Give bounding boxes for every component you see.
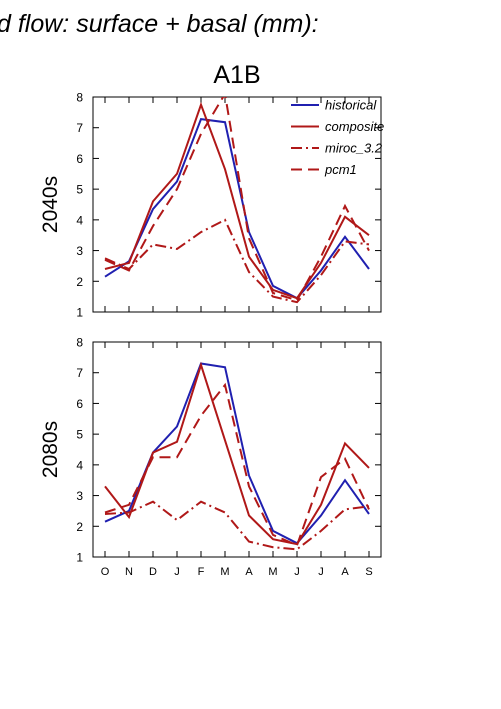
- x-tick-label: J: [294, 566, 300, 578]
- y-tick-label: 2: [76, 275, 83, 289]
- panel-2040s: 1 2 3 4 5 6 7 8 2040s: [39, 91, 382, 320]
- y-tick-label: 4: [76, 213, 83, 227]
- legend-label: pcm1: [324, 162, 357, 177]
- y-tick-label: 7: [76, 121, 83, 135]
- series-line-pcm1: [104, 382, 370, 547]
- series-line-pcm1: [104, 97, 370, 302]
- series-line-miroc-3-2: [104, 218, 370, 304]
- x-tick-label: J: [174, 566, 180, 578]
- series-line-composite: [104, 361, 370, 546]
- y-tick-label: 5: [76, 183, 83, 197]
- series-line-historical: [104, 118, 370, 300]
- x-tick-label: O: [101, 566, 110, 578]
- x-tick-label: A: [341, 566, 349, 578]
- legend-label: historical: [325, 98, 377, 113]
- x-tick-label: M: [268, 566, 277, 578]
- series-line-historical: [104, 362, 370, 545]
- panel-2080s: 1 2 3 4 5 6 7 8 O N D J F M A M J J A S 2080s: [39, 336, 382, 578]
- legend-label: miroc_3.2: [325, 141, 383, 156]
- y-tick-label: 5: [76, 428, 83, 442]
- y-tick-label: 3: [76, 244, 83, 258]
- y-tick-label: 8: [76, 336, 83, 350]
- series-line-miroc-3-2: [104, 500, 370, 551]
- plot-frame: [92, 96, 382, 313]
- y-tick-label: 1: [76, 551, 83, 565]
- scenario-title: A1B: [213, 61, 260, 89]
- row-label: 2040s: [39, 176, 62, 233]
- x-tick-label: D: [149, 566, 157, 578]
- x-tick-label: S: [365, 566, 372, 578]
- y-tick-label: 8: [76, 91, 83, 105]
- x-tick-label: F: [198, 566, 205, 578]
- y-tick-label: 3: [76, 489, 83, 503]
- y-tick-label: 7: [76, 366, 83, 380]
- x-tick-label: J: [318, 566, 324, 578]
- legend-label: composite: [325, 119, 384, 134]
- row-label: 2080s: [39, 421, 62, 478]
- x-tick-label: N: [125, 566, 133, 578]
- plot-frame: [92, 341, 382, 558]
- y-tick-label: 1: [76, 306, 83, 320]
- legend: historical composite miroc_3.2 pcm1: [291, 98, 384, 177]
- y-tick-label: 6: [76, 152, 83, 166]
- y-tick-label: 4: [76, 458, 83, 472]
- y-tick-label: 2: [76, 520, 83, 534]
- x-tick-label: M: [220, 566, 229, 578]
- y-tick-label: 6: [76, 397, 83, 411]
- series-line-composite: [104, 101, 370, 300]
- x-tick-label: A: [245, 566, 253, 578]
- figure-title: d flow: surface + basal (mm):: [0, 10, 319, 38]
